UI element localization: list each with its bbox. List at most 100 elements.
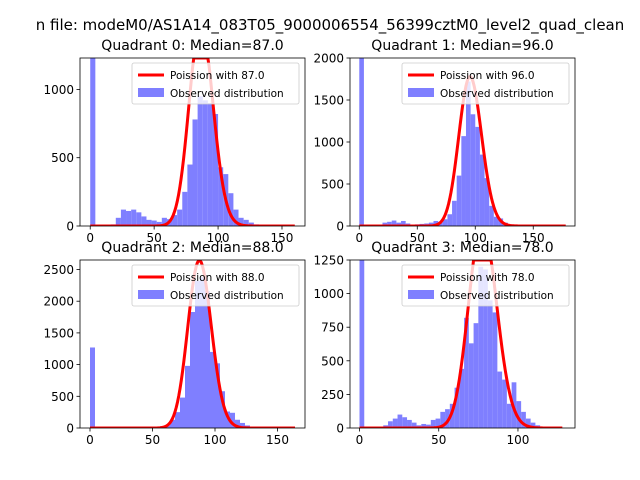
y-tick-label: 0 <box>66 422 74 436</box>
histogram-bar <box>131 209 137 226</box>
legend-label-observed: Observed distribution <box>440 290 554 302</box>
y-tick-label: 0 <box>66 220 74 234</box>
legend-box <box>131 264 300 307</box>
histogram-bar <box>506 403 512 428</box>
histogram-bar <box>461 136 466 226</box>
subplot-title: Quadrant 2: Median=88.0 <box>101 240 283 256</box>
histogram-bars <box>359 260 550 428</box>
legend-label-observed: Observed distribution <box>170 290 284 302</box>
histogram-bar <box>212 114 219 226</box>
histogram-bar <box>473 323 479 428</box>
histogram-bar <box>177 209 183 226</box>
y-tick-label: 1500 <box>43 326 74 340</box>
x-tick-label: 100 <box>464 231 487 245</box>
histogram-bar <box>240 422 245 428</box>
y-tick-label: 500 <box>321 354 344 368</box>
histogram-bar <box>397 414 403 428</box>
histogram-bar <box>452 200 457 226</box>
histogram-bar <box>228 193 234 226</box>
x-tick-label: 150 <box>266 433 289 447</box>
x-tick-label: 0 <box>355 231 363 245</box>
y-tick-label: 1000 <box>313 287 344 301</box>
subplot-title: Quadrant 0: Median=87.0 <box>101 38 283 54</box>
x-tick-label: 50 <box>145 433 160 447</box>
histogram-bar <box>90 58 96 226</box>
histogram-bar <box>235 419 240 428</box>
histogram-bar <box>220 391 225 428</box>
histogram-bar <box>192 119 198 226</box>
histogram-bar <box>359 58 364 226</box>
histogram-bar <box>492 312 498 428</box>
histogram-bar <box>156 221 162 226</box>
y-tick-label: 0 <box>336 422 344 436</box>
histogram-bar <box>433 220 439 226</box>
histogram-bar <box>489 205 494 226</box>
histogram-bar <box>493 216 499 226</box>
histogram-bar <box>449 403 455 428</box>
y-tick-label: 2500 <box>43 263 74 277</box>
histogram-bar <box>442 219 448 226</box>
legend-box <box>401 62 570 105</box>
legend-label-observed: Observed distribution <box>440 88 554 100</box>
histogram-bar <box>146 219 152 226</box>
histogram-bar <box>421 423 427 428</box>
legend-patch-swatch <box>408 290 434 299</box>
histogram-bars <box>359 58 527 226</box>
y-tick-label: 500 <box>51 151 74 165</box>
histogram-bar <box>411 422 417 428</box>
histogram-bar <box>225 411 230 428</box>
y-tick-label: 1500 <box>313 94 344 108</box>
histogram-bar <box>392 418 398 428</box>
x-tick-label: 50 <box>431 433 446 447</box>
histogram-bar <box>180 397 185 428</box>
histogram-bar <box>483 269 488 428</box>
y-tick-label: 2000 <box>313 52 344 66</box>
y-tick-label: 500 <box>51 390 74 404</box>
histogram-bar <box>387 221 392 226</box>
histogram-bar <box>502 379 507 428</box>
histogram-bar <box>248 222 254 226</box>
x-tick-label: 0 <box>86 231 94 245</box>
histogram-bar <box>230 412 235 428</box>
histogram-bar <box>202 100 208 226</box>
histogram-bar <box>382 222 388 226</box>
x-tick-label: 50 <box>147 231 162 245</box>
legend-patch-swatch <box>408 88 434 97</box>
histogram-bar <box>465 81 471 226</box>
histogram-bar <box>487 300 493 428</box>
x-tick-label: 150 <box>522 231 545 245</box>
histogram-bar <box>170 419 175 428</box>
x-tick-label: 0 <box>86 433 94 447</box>
histogram-bar <box>456 175 462 226</box>
histogram-bar <box>521 411 526 428</box>
histogram-bar <box>115 217 121 226</box>
legend-patch-swatch <box>138 88 164 97</box>
histogram-bar <box>479 154 485 226</box>
histogram-bar <box>407 419 412 428</box>
histogram-bar <box>459 368 465 428</box>
y-tick-label: 1000 <box>313 136 344 150</box>
axes-frame <box>79 57 306 227</box>
poisson-curve <box>358 75 567 226</box>
x-tick-label: 100 <box>207 231 230 245</box>
legend-label-observed: Observed distribution <box>170 88 284 100</box>
histogram-bar <box>200 277 205 428</box>
legend-box <box>131 62 300 105</box>
legend: Poission with 96.0 Observed distribution <box>401 62 570 105</box>
legend: Poission with 78.0 Observed distribution <box>401 264 570 307</box>
legend-box <box>401 264 570 307</box>
legend: Poission with 88.0 Observed distribution <box>131 264 300 307</box>
histogram-bar <box>430 419 436 428</box>
histogram-bar <box>141 216 147 226</box>
x-tick-label: 0 <box>356 433 364 447</box>
y-tick-label: 1250 <box>313 254 344 268</box>
histogram-bar <box>215 363 220 428</box>
histogram-bar <box>90 347 95 428</box>
histogram-bar <box>426 424 431 428</box>
subplot-title: Quadrant 3: Median=78.0 <box>371 240 553 256</box>
histogram-bar <box>484 178 490 226</box>
legend-patch-swatch <box>138 290 164 299</box>
